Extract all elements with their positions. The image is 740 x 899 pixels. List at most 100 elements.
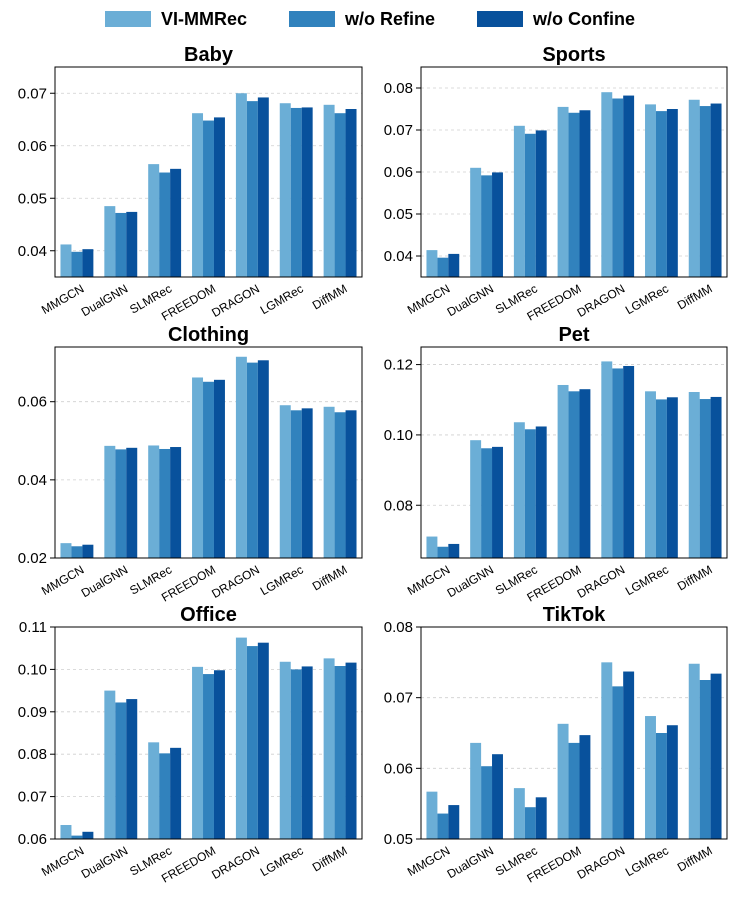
bar-clothing-freedom-w-o-confine bbox=[213, 379, 225, 558]
y-tick-label: 0.11 bbox=[19, 619, 47, 636]
bar-baby-freedom-w-o-refine bbox=[203, 120, 214, 277]
bar-office-mmgcn-vi-mmrec bbox=[60, 825, 72, 839]
bar-office-slmrec-vi-mmrec bbox=[148, 742, 160, 839]
legend-swatch-wo-confine bbox=[477, 11, 524, 27]
bar-clothing-mmgcn-w-o-confine bbox=[82, 544, 94, 558]
bar-office-freedom-w-o-refine bbox=[203, 674, 214, 839]
bar-clothing-dualgnn-w-o-refine bbox=[115, 449, 127, 558]
bar-sports-freedom-vi-mmrec bbox=[557, 106, 569, 278]
bar-sports-slmrec-vi-mmrec bbox=[513, 125, 525, 277]
chart-title: TikTok bbox=[543, 604, 606, 626]
bar-sports-lgmrec-w-o-confine bbox=[666, 109, 678, 277]
bar-tiktok-lgmrec-w-o-refine bbox=[655, 733, 667, 839]
bar-pet-dragon-w-o-confine bbox=[623, 365, 635, 558]
y-tick-label: 0.04 bbox=[18, 472, 47, 489]
x-tick-label: LGMRec bbox=[623, 843, 671, 879]
x-tick-label: DRAGON bbox=[209, 562, 262, 600]
bar-sports-diffmm-w-o-refine bbox=[699, 106, 711, 277]
legend-label-wo-refine: w/o Refine bbox=[345, 8, 436, 29]
bar-office-slmrec-w-o-refine bbox=[159, 753, 171, 839]
bar-baby-diffmm-w-o-refine bbox=[334, 113, 346, 277]
y-tick-label: 0.06 bbox=[384, 760, 413, 777]
y-tick-label: 0.06 bbox=[18, 138, 47, 155]
y-tick-label: 0.06 bbox=[384, 164, 413, 181]
y-tick-label: 0.08 bbox=[384, 497, 413, 514]
legend-swatch-vi-mmrec bbox=[104, 11, 151, 27]
bar-office-freedom-w-o-confine bbox=[213, 670, 225, 839]
y-tick-label: 0.05 bbox=[18, 190, 47, 207]
bar-office-mmgcn-w-o-refine bbox=[71, 835, 83, 839]
bar-office-dualgnn-w-o-refine bbox=[115, 702, 127, 839]
bar-pet-lgmrec-w-o-confine bbox=[666, 397, 678, 558]
bar-baby-dualgnn-w-o-confine bbox=[126, 211, 138, 277]
legend-swatch-wo-refine bbox=[289, 11, 335, 27]
bar-pet-lgmrec-w-o-refine bbox=[655, 399, 667, 558]
bar-pet-dualgnn-w-o-confine bbox=[492, 446, 503, 558]
bar-clothing-slmrec-w-o-refine bbox=[159, 448, 171, 558]
legend-item-wo-confine: w/o Confine bbox=[477, 9, 635, 30]
y-tick-label: 0.07 bbox=[384, 122, 413, 139]
y-tick-label: 0.08 bbox=[384, 619, 413, 636]
bar-tiktok-mmgcn-w-o-refine bbox=[437, 813, 449, 839]
bar-tiktok-mmgcn-vi-mmrec bbox=[426, 791, 438, 839]
y-tick-label: 0.09 bbox=[18, 704, 47, 721]
bar-baby-dualgnn-w-o-refine bbox=[115, 212, 127, 277]
bar-pet-mmgcn-w-o-confine bbox=[448, 543, 460, 558]
bar-sports-mmgcn-w-o-confine bbox=[448, 253, 460, 277]
y-tick-label: 0.07 bbox=[18, 789, 47, 806]
bar-office-dragon-w-o-confine bbox=[257, 642, 269, 839]
bar-sports-dragon-vi-mmrec bbox=[601, 92, 613, 277]
bar-tiktok-slmrec-w-o-confine bbox=[535, 797, 547, 839]
bar-tiktok-dragon-w-o-refine bbox=[612, 686, 624, 839]
plot-frame bbox=[54, 66, 363, 278]
bar-baby-mmgcn-w-o-refine bbox=[71, 251, 83, 277]
bar-sports-freedom-w-o-confine bbox=[579, 110, 591, 277]
plot-frame bbox=[54, 626, 363, 840]
bar-sports-diffmm-w-o-confine bbox=[710, 103, 722, 277]
bar-pet-dualgnn-vi-mmrec bbox=[470, 440, 482, 558]
bar-sports-dualgnn-vi-mmrec bbox=[470, 167, 482, 277]
y-tick-label: 0.05 bbox=[384, 206, 413, 223]
bar-sports-dualgnn-w-o-refine bbox=[481, 175, 493, 277]
bar-tiktok-dragon-w-o-confine bbox=[623, 671, 635, 839]
x-tick-label: DiffMM bbox=[310, 281, 350, 312]
x-tick-label: DiffMM bbox=[675, 843, 715, 874]
x-tick-label: LGMRec bbox=[258, 562, 306, 598]
chart-title: Clothing bbox=[168, 324, 249, 346]
bar-sports-freedom-w-o-refine bbox=[568, 112, 580, 277]
x-tick-label: DiffMM bbox=[675, 562, 715, 593]
bar-pet-lgmrec-vi-mmrec bbox=[645, 391, 656, 558]
y-tick-label: 0.06 bbox=[18, 831, 47, 848]
chart-title: Pet bbox=[558, 324, 589, 346]
bar-baby-dualgnn-vi-mmrec bbox=[104, 206, 116, 277]
bar-sports-mmgcn-w-o-refine bbox=[437, 257, 449, 277]
y-tick-label: 0.07 bbox=[384, 690, 413, 707]
bar-office-lgmrec-vi-mmrec bbox=[279, 661, 291, 839]
bar-tiktok-freedom-w-o-confine bbox=[579, 735, 591, 839]
x-tick-label: DualGNN bbox=[79, 562, 130, 600]
bar-office-lgmrec-w-o-refine bbox=[290, 669, 302, 839]
y-tick-label: 0.08 bbox=[384, 80, 413, 97]
bar-baby-lgmrec-vi-mmrec bbox=[279, 103, 291, 277]
bar-sports-slmrec-w-o-confine bbox=[535, 130, 547, 277]
bar-tiktok-mmgcn-w-o-confine bbox=[448, 805, 460, 839]
bar-tiktok-dualgnn-w-o-confine bbox=[492, 754, 503, 839]
x-tick-label: LGMRec bbox=[258, 281, 306, 317]
y-tick-label: 0.02 bbox=[18, 550, 47, 567]
bar-baby-lgmrec-w-o-refine bbox=[290, 107, 302, 277]
bar-clothing-slmrec-vi-mmrec bbox=[148, 445, 160, 558]
legend-item-vi-mmrec: VI-MMRec bbox=[104, 9, 247, 30]
x-tick-label: DualGNN bbox=[79, 843, 130, 881]
bar-pet-freedom-w-o-confine bbox=[579, 389, 591, 558]
x-tick-label: DualGNN bbox=[445, 843, 496, 881]
bar-clothing-dualgnn-vi-mmrec bbox=[104, 445, 116, 558]
bar-tiktok-freedom-w-o-refine bbox=[568, 742, 580, 839]
bar-tiktok-lgmrec-vi-mmrec bbox=[645, 716, 656, 839]
bar-clothing-dragon-w-o-confine bbox=[257, 360, 269, 558]
bar-baby-mmgcn-w-o-confine bbox=[82, 249, 94, 277]
bar-baby-diffmm-w-o-confine bbox=[345, 109, 357, 277]
